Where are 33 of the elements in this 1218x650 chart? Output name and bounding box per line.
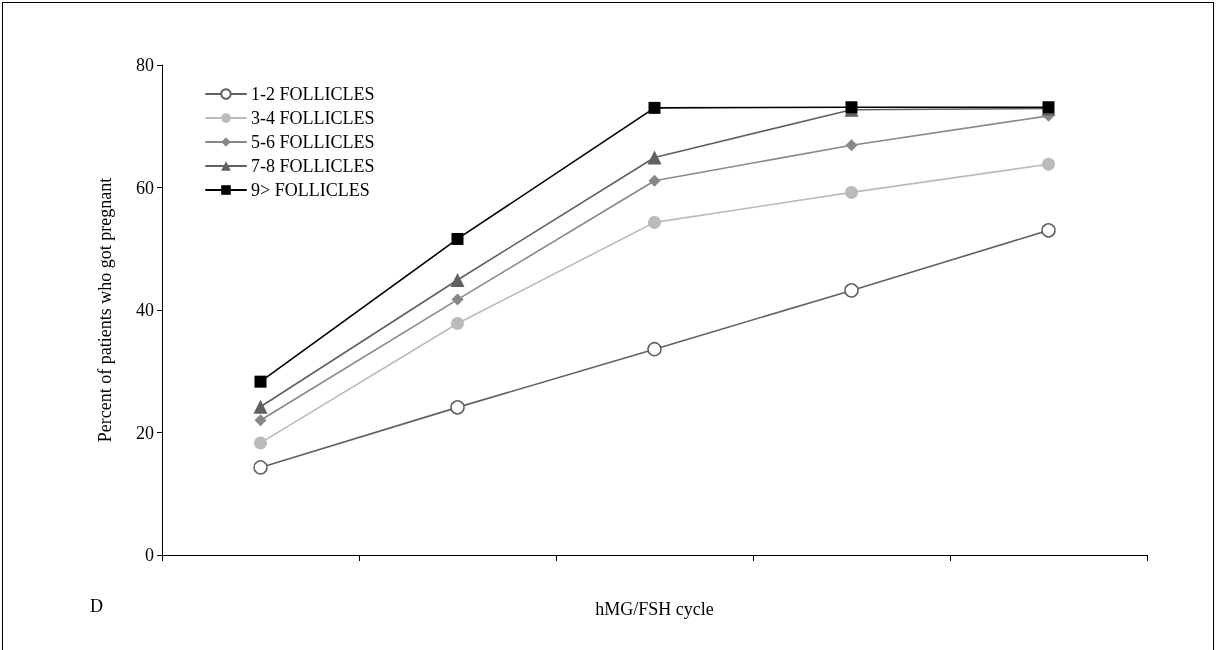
point [845, 185, 858, 199]
point [254, 414, 267, 427]
y-tick-label: 40 [136, 300, 154, 320]
y-tick-label: 20 [136, 422, 154, 443]
y-tick-label: 60 [136, 177, 154, 198]
legend-label: 1-2 FOLLICLES [251, 84, 375, 104]
y-axis-title: Percent of patients who got pregnant [95, 177, 115, 443]
x-axis-title: hMG/FSH cycle [595, 599, 714, 619]
point [253, 460, 268, 475]
point [254, 375, 267, 388]
point [451, 232, 464, 245]
point [451, 316, 464, 330]
point [1042, 157, 1055, 171]
point [845, 139, 858, 152]
legend-label: 5-6 FOLLICLES [251, 132, 375, 152]
legend-label: 3-4 FOLLICLES [251, 108, 375, 128]
y-tick-label: 80 [136, 55, 154, 75]
point [647, 150, 662, 165]
point [450, 272, 465, 287]
y-tick-label: 0 [145, 545, 154, 565]
point [648, 215, 661, 229]
point [647, 341, 662, 357]
point [451, 293, 464, 306]
point [253, 399, 268, 414]
point [450, 400, 465, 415]
point [648, 174, 661, 187]
point [844, 283, 859, 298]
point [1041, 223, 1056, 238]
legend-label: 7-8 FOLLICLES [251, 156, 375, 176]
legend-label: 9> FOLLICLES [251, 180, 370, 200]
point [254, 436, 267, 450]
text: D [90, 596, 103, 617]
point [648, 101, 661, 114]
